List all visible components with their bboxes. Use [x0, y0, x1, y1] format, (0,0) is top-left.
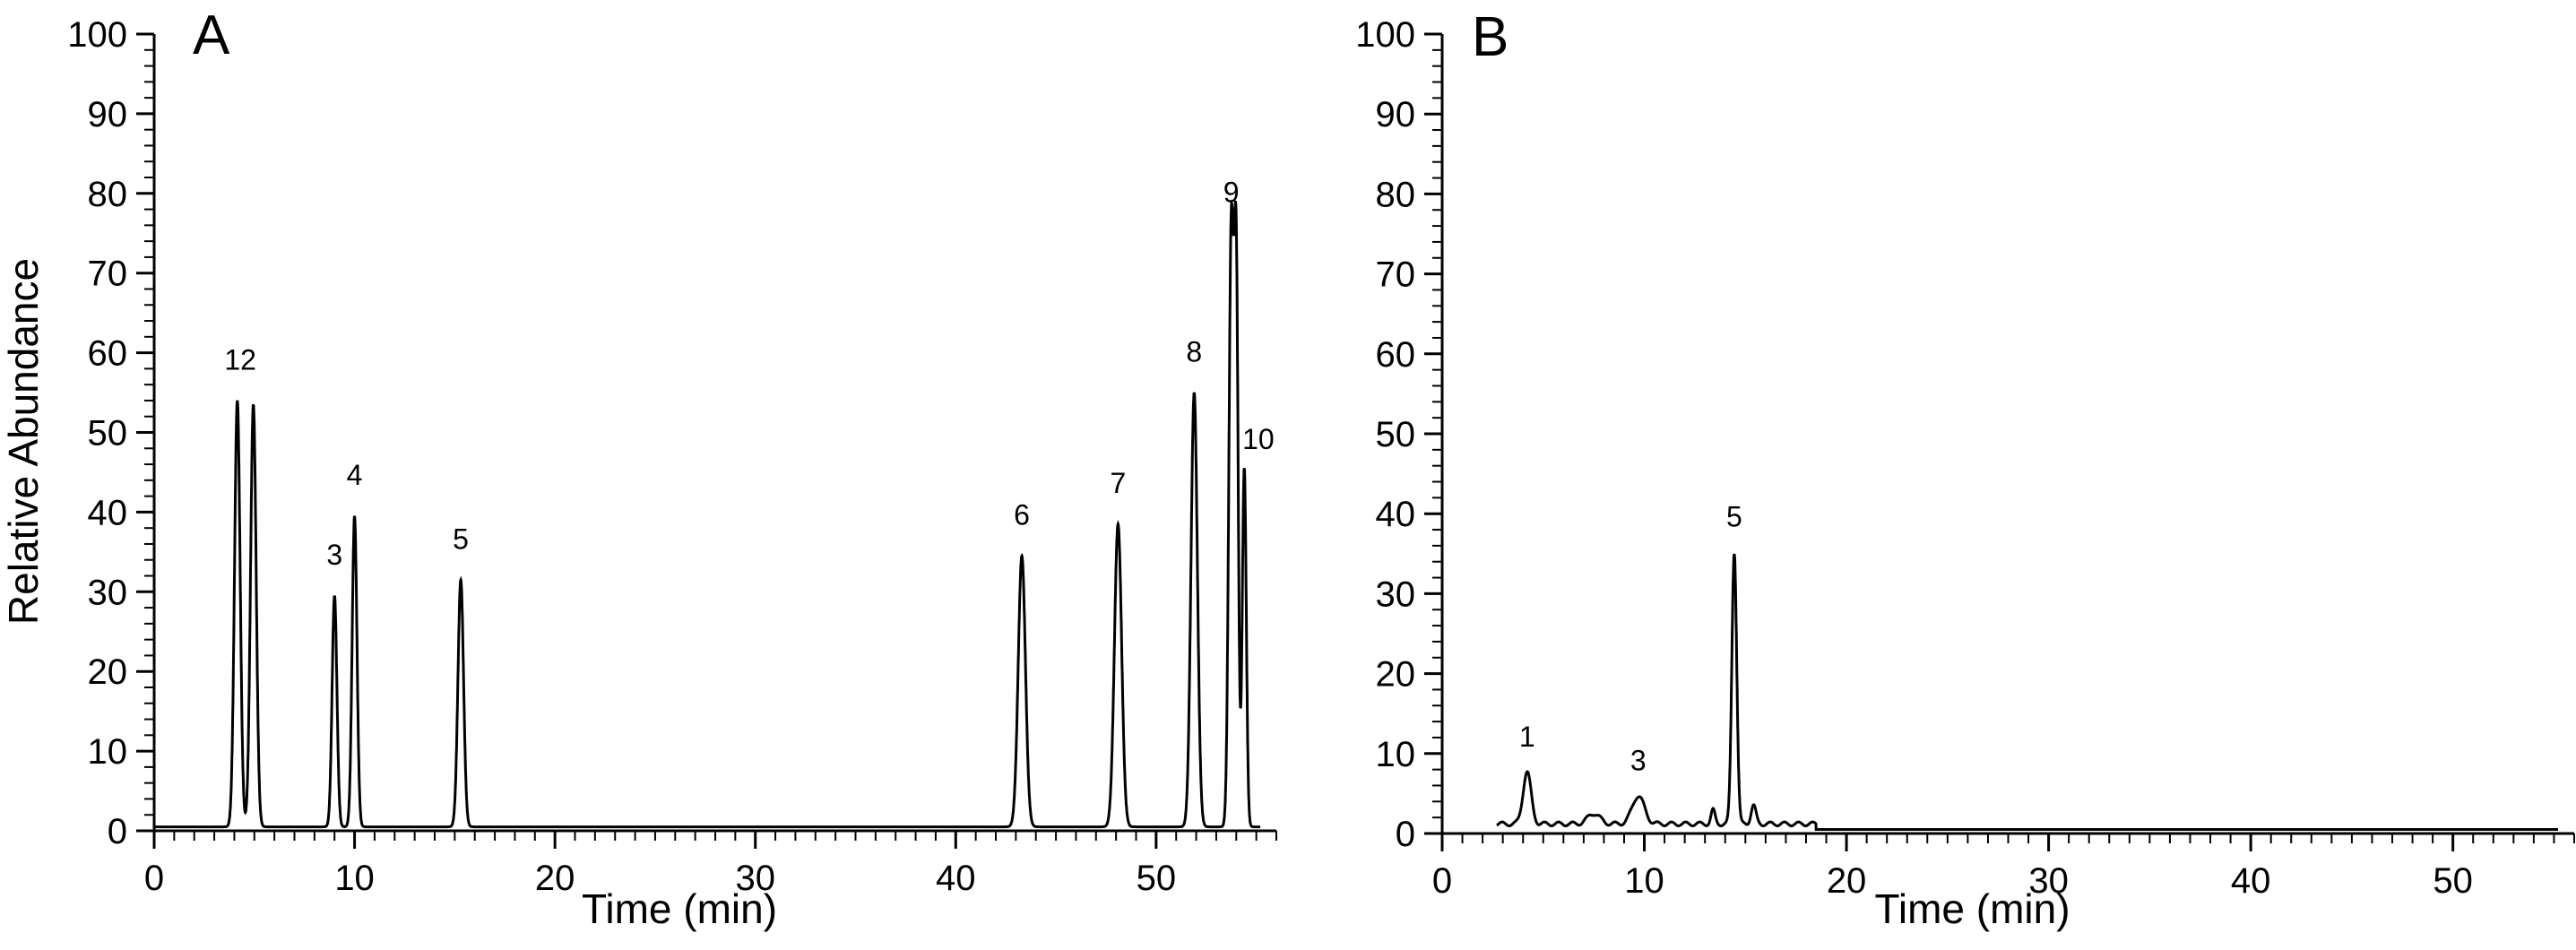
panel-label: B	[1472, 6, 1508, 68]
chromatogram-panel-a: 0 10 20 30 40 50 60 70 80 90 100 0 10 20 30 40 50 Time (m…	[0, 4, 1277, 932]
y-tick-label: 70	[1376, 255, 1416, 295]
y-tick-label: 40	[88, 493, 128, 532]
y-tick-label: 30	[1376, 574, 1416, 614]
panel-label: A	[193, 4, 230, 66]
y-tick-label: 50	[1376, 415, 1416, 454]
peak-label: 5	[1726, 501, 1742, 533]
y-tick-label: 70	[88, 255, 128, 294]
y-tick-label: 10	[1376, 735, 1416, 774]
peak-label: 3	[1630, 745, 1647, 777]
y-tick-label: 90	[88, 95, 128, 134]
chromatogram-trace	[1496, 553, 2558, 831]
x-tick-label: 40	[936, 859, 976, 898]
x-tick-label: 30	[735, 859, 775, 898]
peak-label: 3	[326, 539, 342, 571]
x-tick-label: 0	[1432, 861, 1452, 901]
y-tick-label: 60	[1376, 335, 1416, 375]
y-tick-label: 20	[1376, 655, 1416, 695]
chromatogram-panel-b: 0 10 20 30 40 50 60 70 80 90 100 0 10 20 30 40 50 Time (m…	[1355, 6, 2575, 932]
x-tick-label: 10	[334, 859, 375, 898]
y-tick-label: 50	[88, 414, 128, 453]
x-tick-label: 40	[2231, 861, 2271, 901]
y-tick-label: 30	[88, 573, 128, 612]
y-tick-label: 40	[1376, 495, 1416, 534]
y-tick-label: 90	[1376, 95, 1416, 134]
peak-label: 5	[453, 522, 469, 555]
peak-label: 7	[1110, 467, 1126, 499]
chromatogram-trace	[154, 199, 1261, 829]
y-tick-label: 100	[67, 15, 127, 55]
peak-label: 6	[1014, 499, 1030, 531]
y-tick-label: 0	[108, 812, 127, 851]
y-tick-label: 0	[1396, 815, 1415, 854]
y-tick-label: 20	[88, 652, 128, 692]
x-tick-label: 0	[144, 859, 164, 898]
x-tick-label: 30	[2028, 861, 2069, 901]
peak-label: 1	[1519, 721, 1535, 753]
peak-label: 12	[224, 343, 256, 376]
x-tick-label: 10	[1624, 861, 1664, 901]
y-tick-label: 60	[88, 334, 128, 374]
x-tick-label: 50	[2433, 861, 2473, 901]
y-axis-title: Relative Abundance	[0, 258, 47, 625]
x-tick-label: 20	[535, 859, 575, 898]
peak-label: 8	[1186, 335, 1202, 367]
y-tick-label: 80	[1376, 175, 1416, 214]
peak-label: 9	[1223, 177, 1240, 209]
y-tick-label: 100	[1355, 15, 1415, 55]
x-axis-title: Time (min)	[582, 885, 777, 932]
x-axis-title: Time (min)	[1874, 885, 2070, 932]
x-tick-label: 50	[1137, 859, 1177, 898]
peak-label: 4	[347, 459, 363, 491]
peak-label: 10	[1242, 423, 1275, 455]
y-tick-label: 10	[88, 732, 128, 772]
y-tick-label: 80	[88, 175, 128, 214]
x-tick-label: 20	[1827, 861, 1867, 901]
